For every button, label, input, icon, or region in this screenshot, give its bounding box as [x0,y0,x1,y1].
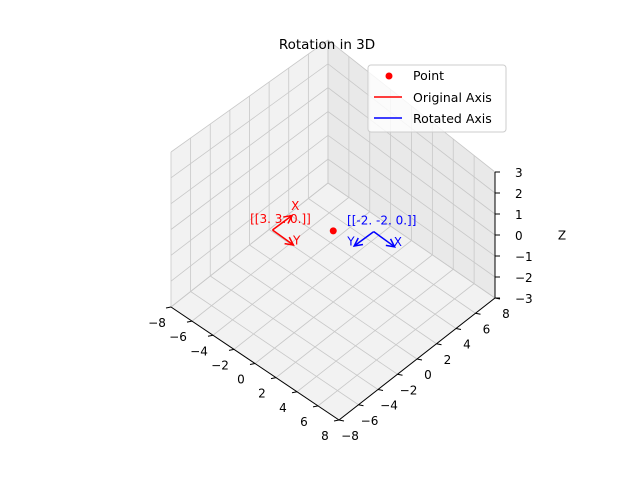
x-tick-label: −6 [169,330,187,344]
legend-marker-point [385,72,393,80]
z-tick-label: −2 [515,271,533,285]
legend-box [367,64,507,133]
legend-label-original: Original Axis [413,90,492,105]
vector-label: X [394,235,402,249]
vector-x-original [272,214,293,231]
vector-label: Y [346,234,355,248]
y-tick-label: 6 [483,322,491,336]
scatter-point [329,227,337,235]
x-tick-label: 6 [300,415,308,429]
x-tick-mark [186,320,193,323]
arrowhead [385,238,397,248]
y-tick-label: −4 [380,399,398,413]
grid-line-z [170,182,496,308]
vector-label: X [291,199,299,213]
grid-line-z [170,63,496,194]
y-tick-mark [416,358,423,361]
arrowhead [283,214,294,224]
plot-marks: [[3. 3. 0.]] [[-2. -2. 0.]] X Y X Y [250,199,416,249]
y-tick-mark [377,389,384,391]
x-tick-mark [249,363,256,365]
y-tick-label: −8 [341,429,359,443]
x-tick-mark [270,377,277,380]
z-tick-label: −3 [515,292,533,306]
x-tick-label: −8 [148,316,166,330]
x-tick-label: −2 [211,358,229,372]
z-axis-label: Z [558,229,566,243]
y-tick-mark [338,419,345,422]
vector-label: Y [292,233,301,247]
y-tick-label: 0 [424,368,432,382]
z-tick-label: 1 [515,208,523,222]
x-tick-label: 0 [237,373,245,387]
grid-line-z [170,134,496,257]
vector-y-original [272,229,294,246]
y-tick-label: −6 [361,414,379,428]
point-annotation-1: [[3. 3. 0.]] [250,212,311,226]
y-tick-label: −2 [400,383,418,397]
z-tick-label: −1 [515,250,533,264]
y-tick-mark [455,328,462,330]
z-tick-label: 0 [515,229,523,243]
legend-label-point: Point [413,68,444,83]
z-tick-label: 3 [515,166,523,180]
x-tick-mark [228,348,235,351]
legend-label-rotated: Rotated Axis [413,111,492,126]
x-tick-mark [312,405,319,408]
chart-title: Rotation in 3D [279,37,375,53]
z-tick-label: 2 [515,187,523,201]
x-tick-mark [165,306,172,309]
grid-line-z [170,158,496,282]
arrowhead [352,237,364,247]
y-tick-label: 2 [444,353,452,367]
y-tick-mark [436,343,442,346]
y-tick-mark [397,373,403,376]
point-annotation-2: [[-2. -2. 0.]] [347,214,416,228]
y-tick-mark [358,404,364,407]
x-tick-mark [291,391,298,394]
vector-y-rotated [353,231,375,247]
x-tick-label: 8 [321,429,329,443]
x-tick-label: 4 [279,401,287,415]
x-tick-label: 2 [258,387,266,401]
x-tick-mark [333,419,340,422]
vector-x-rotated [373,231,396,248]
grid-line-z [170,111,496,236]
legend: Point Original Axis Rotated Axis [367,64,507,133]
y-tick-mark [475,312,481,315]
x-tick-mark [207,334,214,337]
x-tick-label: −4 [190,344,208,358]
grid-line-z [170,87,496,215]
arrowhead [284,236,295,246]
y-tick-label: 8 [502,307,510,321]
y-tick-label: 4 [463,338,471,352]
